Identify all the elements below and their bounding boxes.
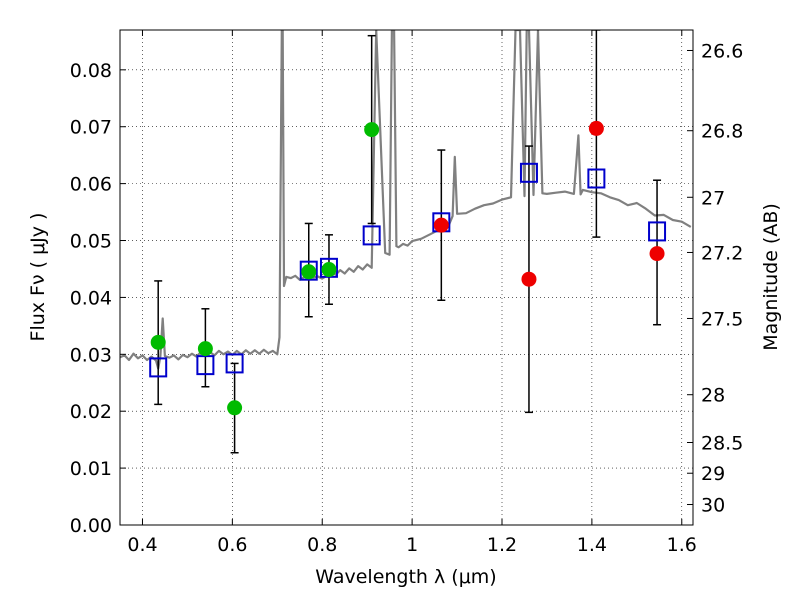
- x-tick-label: 1: [406, 534, 418, 556]
- x-axis-label: Wavelength λ (μm): [315, 566, 496, 588]
- right-tick-label: 30: [701, 495, 725, 517]
- right-tick-label: 29: [701, 463, 725, 485]
- detection-point: [301, 264, 317, 280]
- y-tick-label: 0.06: [70, 174, 112, 196]
- model-flux-square: [519, 162, 538, 183]
- right-tick-label: 27: [701, 187, 725, 209]
- grid: [120, 30, 693, 526]
- x-tick-label: 1.4: [577, 534, 607, 556]
- model-flux-square: [587, 168, 606, 189]
- x-tick-label: 1.6: [667, 534, 697, 556]
- axes: 0.4 0.6 0.8 1 1.2 1.4 1.6 0.00 0.01 0.02 0.03 0.04 0…: [70, 30, 743, 556]
- model-flux-square: [225, 353, 244, 374]
- model-flux-square: [299, 260, 318, 281]
- upper-limit-point: [433, 217, 449, 233]
- plot-area: [120, 30, 692, 454]
- x-tick-label: 0.4: [127, 534, 157, 556]
- detection-point: [150, 334, 166, 350]
- detection-point: [321, 262, 337, 278]
- right-tick-label: 26.6: [701, 40, 743, 62]
- y-axis-right-label: Magnitude (AB): [760, 203, 782, 351]
- model-spectrum-line: [120, 30, 692, 370]
- detection-point: [197, 341, 213, 357]
- model-flux-square: [648, 221, 667, 242]
- y-tick-label: 0.04: [70, 287, 112, 309]
- right-tick-label: 26.8: [701, 121, 743, 143]
- upper-limit-point: [588, 120, 604, 136]
- upper-limit-point: [521, 271, 537, 287]
- detection-point: [227, 400, 243, 416]
- y-tick-label: 0.08: [70, 60, 112, 82]
- x-tick-label: 0.6: [217, 534, 247, 556]
- y-tick-label: 0.03: [70, 344, 112, 366]
- right-tick-label: 27.2: [701, 242, 743, 264]
- x-tick-label: 0.8: [307, 534, 337, 556]
- y-tick-label: 0.07: [70, 117, 112, 139]
- right-tick-label: 28.5: [701, 433, 743, 455]
- upper-limit-point: [649, 246, 665, 262]
- right-tick-label: 28: [701, 385, 725, 407]
- plot-frame: [119, 29, 694, 526]
- right-tick-label: 27.5: [701, 308, 743, 330]
- model-flux-square: [149, 357, 168, 378]
- y-tick-label: 0.00: [70, 515, 112, 537]
- y-tick-label: 0.05: [70, 231, 112, 253]
- y-axis-label: Flux Fν ( μJy ): [27, 213, 49, 342]
- model-flux-square: [362, 225, 381, 246]
- y-tick-label: 0.01: [70, 458, 112, 480]
- detection-point: [364, 122, 380, 138]
- y-tick-label: 0.02: [70, 401, 112, 423]
- x-tick-label: 1.2: [487, 534, 517, 556]
